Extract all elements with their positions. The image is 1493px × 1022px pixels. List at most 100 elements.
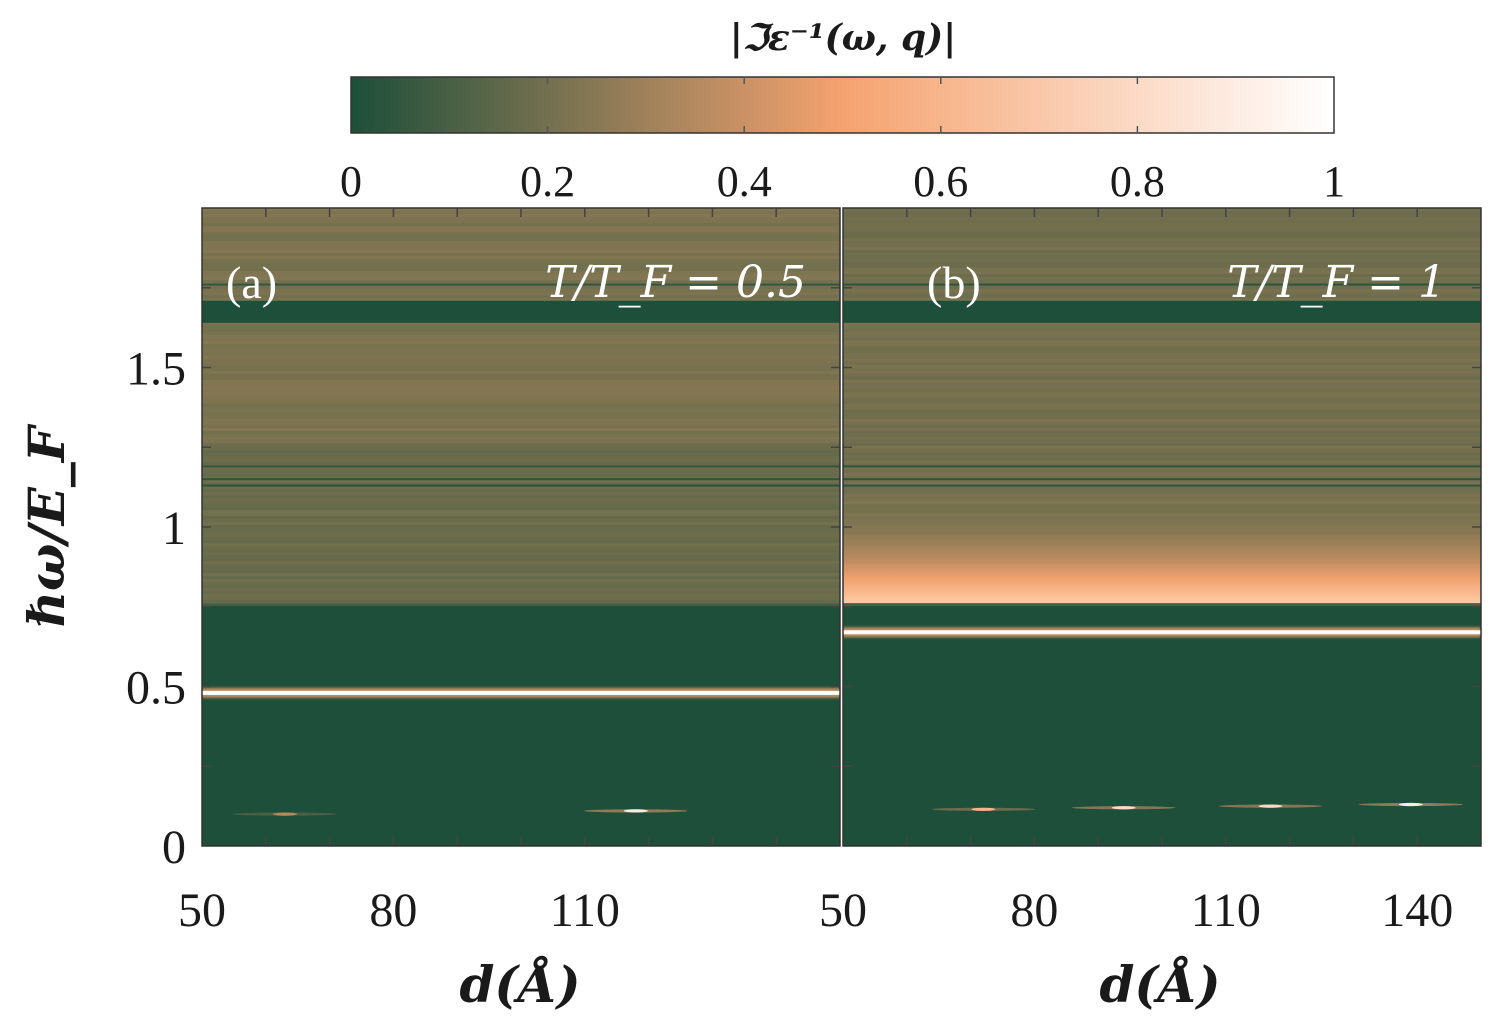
band-stripe bbox=[202, 519, 840, 523]
band-stripe bbox=[202, 217, 840, 220]
band-stripe bbox=[843, 469, 1481, 473]
band-stripe bbox=[843, 490, 1481, 494]
band-stripe bbox=[202, 507, 840, 511]
y-axis-title: ℏω/E_F bbox=[17, 423, 76, 627]
band-stripe bbox=[843, 391, 1481, 395]
band-stripe bbox=[202, 439, 840, 443]
band-stripe bbox=[843, 376, 1481, 380]
plasmon-line bbox=[843, 630, 1481, 635]
band-stripe bbox=[202, 582, 840, 586]
band-stripe bbox=[202, 543, 840, 547]
weak-feature bbox=[971, 807, 996, 811]
x-tick-label: 80 bbox=[1010, 884, 1058, 937]
band-stripe bbox=[202, 597, 840, 601]
weak-feature bbox=[272, 812, 297, 816]
band-stripe bbox=[202, 552, 840, 556]
band-stripe bbox=[843, 220, 1481, 223]
band-stripe bbox=[202, 418, 840, 422]
panel-a-label: (a) bbox=[226, 257, 277, 308]
band-stripe bbox=[202, 504, 840, 508]
dark-streak bbox=[843, 484, 1481, 487]
band-stripe bbox=[843, 367, 1481, 371]
band-stripe bbox=[202, 400, 840, 404]
band-stripe bbox=[843, 268, 1481, 271]
y-tick-label: 0 bbox=[162, 821, 186, 874]
band-stripe bbox=[843, 349, 1481, 353]
band-stripe bbox=[202, 564, 840, 568]
band-stripe bbox=[202, 558, 840, 562]
band-stripe bbox=[843, 493, 1481, 497]
colorbar-tick-label: 0 bbox=[340, 157, 362, 206]
band-stripe bbox=[202, 534, 840, 538]
band-stripe bbox=[202, 388, 840, 392]
band-stripe bbox=[202, 442, 840, 446]
band-stripe bbox=[843, 424, 1481, 428]
band-stripe bbox=[202, 277, 840, 280]
colorbar-tick-label: 1 bbox=[1323, 157, 1345, 206]
band-stripe bbox=[843, 271, 1481, 274]
panel-a-ticks bbox=[202, 208, 840, 846]
band-stripe bbox=[202, 334, 840, 338]
band-stripe bbox=[202, 250, 840, 253]
band-stripe bbox=[202, 256, 840, 259]
band-stripe bbox=[202, 379, 840, 383]
band-stripe bbox=[202, 588, 840, 592]
band-stripe bbox=[843, 373, 1481, 377]
band-stripe bbox=[843, 400, 1481, 404]
band-stripe bbox=[202, 292, 840, 295]
band-stripe bbox=[843, 256, 1481, 259]
band-stripe bbox=[843, 445, 1481, 449]
band-stripe bbox=[202, 603, 840, 607]
band-stripe bbox=[202, 238, 840, 241]
panel-a-frame bbox=[201, 207, 841, 847]
band-stripe bbox=[843, 498, 1481, 502]
weak-feature bbox=[1258, 804, 1283, 808]
band-stripe bbox=[202, 430, 840, 434]
band-stripe bbox=[202, 325, 840, 329]
band-stripe bbox=[202, 427, 840, 431]
band-stripe bbox=[843, 460, 1481, 464]
band-stripe bbox=[843, 463, 1481, 467]
x-tick-label: 110 bbox=[1191, 884, 1261, 937]
dark-streak bbox=[202, 484, 840, 487]
band-stripe bbox=[843, 409, 1481, 413]
band-stripe bbox=[843, 439, 1481, 443]
band-stripe bbox=[202, 495, 840, 499]
x-axis-title-a: d(Å) bbox=[459, 955, 580, 1014]
band-stripe bbox=[843, 472, 1481, 476]
band-stripe bbox=[202, 322, 840, 326]
band-stripe bbox=[843, 295, 1481, 298]
band-stripe bbox=[843, 382, 1481, 386]
band-stripe bbox=[202, 528, 840, 532]
band-stripe bbox=[843, 298, 1481, 301]
band-stripe bbox=[202, 415, 840, 419]
panel-b-frame bbox=[842, 207, 1482, 847]
band-stripe bbox=[843, 340, 1481, 344]
band-stripe bbox=[843, 226, 1481, 229]
band-stripe bbox=[843, 277, 1481, 280]
band-stripe bbox=[202, 337, 840, 341]
panel-a-temperature: T/T_F = 0.5 bbox=[545, 257, 806, 308]
colorbar-tick-label: 0.4 bbox=[717, 157, 772, 206]
band-stripe bbox=[843, 346, 1481, 350]
band-stripe bbox=[202, 271, 840, 274]
band-stripe bbox=[202, 262, 840, 265]
band-stripe bbox=[843, 364, 1481, 368]
colorbar-title: |ℑε⁻¹(ω, q)| bbox=[730, 17, 957, 59]
panel-a: (a) T/T_F = 0.5 bbox=[201, 207, 841, 847]
band-stripe bbox=[843, 247, 1481, 250]
colorbar-tick-label: 0.6 bbox=[913, 157, 968, 206]
band-stripe bbox=[202, 424, 840, 428]
colorbar-tick-label: 0.2 bbox=[520, 157, 575, 206]
band-stripe bbox=[202, 456, 840, 460]
band-stripe bbox=[202, 286, 840, 289]
band-stripe bbox=[202, 295, 840, 298]
band-stripe bbox=[202, 433, 840, 437]
band-stripe bbox=[202, 382, 840, 386]
band-stripe bbox=[843, 334, 1481, 338]
band-stripe bbox=[843, 343, 1481, 347]
band-stripe bbox=[843, 403, 1481, 407]
band-stripe bbox=[843, 487, 1481, 491]
y-tick-label: 1 bbox=[162, 502, 186, 555]
band-stripe bbox=[202, 226, 840, 229]
